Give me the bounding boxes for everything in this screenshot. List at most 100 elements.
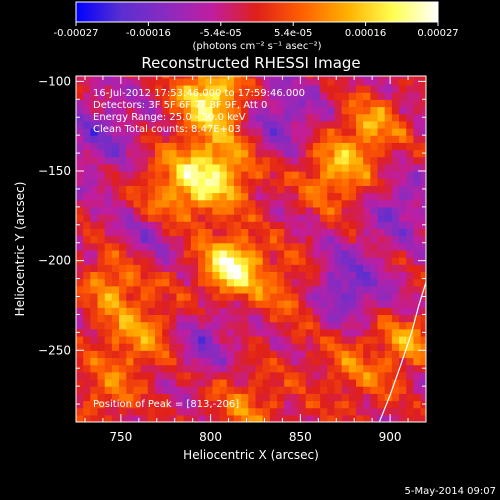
heatmap-cell	[83, 106, 91, 115]
heatmap-cell	[126, 242, 135, 251]
heatmap-cell	[169, 156, 178, 165]
heatmap-cell	[241, 242, 249, 251]
heatmap-cell	[119, 386, 127, 394]
heatmap-cell	[219, 414, 228, 422]
heatmap-cell	[269, 357, 278, 366]
heatmap-cell	[126, 228, 135, 237]
heatmap-cell	[147, 199, 156, 208]
heatmap-cell	[119, 92, 127, 100]
heatmap-cell	[219, 127, 228, 136]
heatmap-cell	[269, 76, 278, 79]
heatmap-cell	[119, 371, 127, 380]
heatmap-cell	[97, 414, 106, 422]
heatmap-cell	[284, 407, 292, 416]
heatmap-cell	[219, 142, 228, 151]
heatmap-cell	[413, 171, 422, 179]
heatmap-cell	[305, 271, 314, 280]
heatmap-cell	[327, 307, 336, 316]
heatmap-cell	[219, 407, 228, 416]
heatmap-cell	[291, 278, 300, 287]
heatmap-cell	[119, 135, 127, 143]
heatmap-cell	[190, 386, 199, 394]
heatmap-cell	[420, 92, 426, 100]
heatmap-cell	[76, 350, 84, 359]
heatmap-cell	[284, 271, 292, 280]
heatmap-cell	[334, 335, 343, 344]
heatmap-cell	[384, 307, 393, 316]
heatmap-cell	[126, 113, 135, 122]
heatmap-cell	[298, 264, 307, 273]
heatmap-cell	[406, 77, 415, 86]
heatmap-cell	[298, 357, 307, 366]
heatmap-cell	[111, 235, 120, 244]
heatmap-cell	[370, 221, 379, 229]
heatmap-cell	[277, 178, 285, 186]
heatmap-cell	[327, 321, 336, 330]
heatmap-cell	[219, 113, 228, 122]
heatmap-cell	[305, 335, 314, 344]
heatmap-cell	[298, 113, 307, 122]
heatmap-cell	[298, 350, 307, 359]
heatmap-cell	[83, 393, 91, 402]
heatmap-cell	[83, 335, 91, 344]
heatmap-cell	[413, 127, 422, 136]
heatmap-cell	[334, 328, 343, 337]
heatmap-cell	[406, 92, 415, 100]
y-tick-label: −150	[38, 164, 71, 178]
heatmap-cell	[284, 378, 292, 387]
heatmap-cell	[126, 156, 135, 165]
heatmap-cell	[111, 192, 120, 201]
heatmap-cell	[391, 192, 400, 201]
heatmap-cell	[269, 335, 278, 344]
heatmap-cell	[406, 149, 415, 158]
heatmap-cell	[399, 314, 407, 323]
heatmap-cell	[97, 149, 106, 158]
heatmap-cell	[356, 328, 364, 337]
heatmap-cell	[269, 393, 278, 402]
heatmap-cell	[284, 400, 292, 409]
heatmap-cell	[83, 192, 91, 201]
heatmap-cell	[248, 278, 257, 287]
heatmap-cell	[233, 149, 242, 158]
heatmap-cell	[198, 228, 206, 237]
heatmap-cell	[320, 77, 328, 86]
heatmap-cell	[320, 106, 328, 115]
heatmap-cell	[212, 77, 221, 86]
heatmap-cell	[255, 178, 264, 186]
heatmap-cell	[83, 156, 91, 165]
heatmap-cell	[233, 99, 242, 108]
heatmap-cell	[269, 77, 278, 86]
heatmap-cell	[126, 371, 135, 380]
heatmap-cell	[298, 206, 307, 215]
heatmap-cell	[212, 357, 221, 366]
heatmap-cell	[334, 350, 343, 359]
heatmap-cell	[356, 178, 364, 186]
heatmap-cell	[212, 278, 221, 287]
heatmap-cell	[399, 257, 407, 265]
heatmap-cell	[169, 135, 178, 143]
heatmap-cell	[76, 393, 84, 402]
heatmap-cell	[363, 228, 371, 237]
heatmap-cell	[305, 400, 314, 409]
heatmap-cell	[320, 249, 328, 258]
heatmap-cell	[377, 192, 386, 201]
heatmap-cell	[226, 214, 235, 222]
heatmap-cell	[126, 264, 135, 273]
heatmap-cell	[119, 185, 127, 194]
heatmap-cell	[233, 228, 242, 237]
heatmap-cell	[262, 127, 271, 136]
heatmap-cell	[147, 235, 156, 244]
heatmap-cell	[262, 228, 271, 237]
heatmap-cell	[176, 378, 185, 387]
heatmap-cell	[277, 92, 285, 100]
heatmap-cell	[83, 343, 91, 351]
heatmap-cell	[162, 178, 170, 186]
heatmap-cell	[154, 92, 163, 100]
heatmap-cell	[370, 292, 379, 301]
heatmap-cell	[255, 142, 264, 151]
heatmap-cell	[255, 307, 264, 316]
heatmap-cell	[140, 120, 149, 129]
heatmap-cell	[327, 386, 336, 394]
heatmap-cell	[111, 221, 120, 229]
heatmap-cell	[140, 350, 149, 359]
